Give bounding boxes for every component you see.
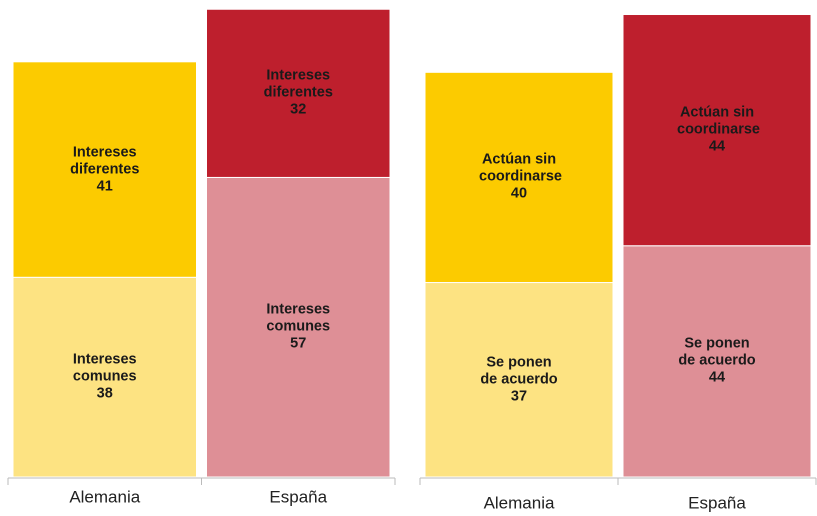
bar-segment bbox=[622, 14, 812, 247]
x-tick-label: España bbox=[688, 493, 746, 512]
x-tick-label: España bbox=[269, 487, 327, 506]
segment-name: Se ponen de acuerdo bbox=[480, 354, 558, 388]
segment-label: Intereses diferentes 32 bbox=[258, 68, 338, 119]
segment-label: Actúan sin coordinarse 40 bbox=[479, 151, 562, 203]
segment-name: Actúan sin coordinarse bbox=[677, 104, 760, 138]
segment-name: Actúan sin coordinarse bbox=[479, 151, 562, 185]
segment-value: 44 bbox=[708, 138, 726, 155]
bar-segment bbox=[12, 61, 197, 278]
segment-label: Intereses comunes 57 bbox=[258, 302, 338, 353]
segment-name: Se ponen de acuerdo bbox=[678, 335, 756, 369]
segment-label: Se ponen de acuerdo 37 bbox=[479, 354, 559, 405]
segment-name: Intereses diferentes bbox=[70, 144, 140, 178]
bar-segment bbox=[12, 276, 197, 478]
bar-segment bbox=[206, 176, 391, 478]
segment-name: Intereses comunes bbox=[72, 351, 137, 385]
x-tick-label: Alemania bbox=[484, 493, 555, 512]
segment-name: Intereses diferentes bbox=[263, 67, 333, 101]
x-tick-label: Alemania bbox=[69, 487, 140, 506]
segment-value: 40 bbox=[510, 185, 528, 202]
bar-segment bbox=[424, 71, 614, 284]
segment-name: Intereses comunes bbox=[266, 301, 331, 335]
segment-value: 41 bbox=[96, 178, 113, 195]
segment-value: 37 bbox=[510, 388, 528, 405]
segment-value: 44 bbox=[708, 369, 726, 386]
bar-segment bbox=[424, 282, 614, 478]
segment-label: Intereses comunes 38 bbox=[65, 352, 145, 403]
bar-segment bbox=[206, 8, 391, 178]
segment-value: 57 bbox=[290, 335, 307, 352]
segment-label: Intereses diferentes 41 bbox=[65, 144, 145, 195]
segment-value: 38 bbox=[96, 385, 113, 402]
segment-label: Se ponen de acuerdo 44 bbox=[677, 336, 757, 387]
segment-value: 32 bbox=[290, 101, 307, 118]
segment-label: Actúan sin coordinarse 44 bbox=[677, 104, 760, 156]
